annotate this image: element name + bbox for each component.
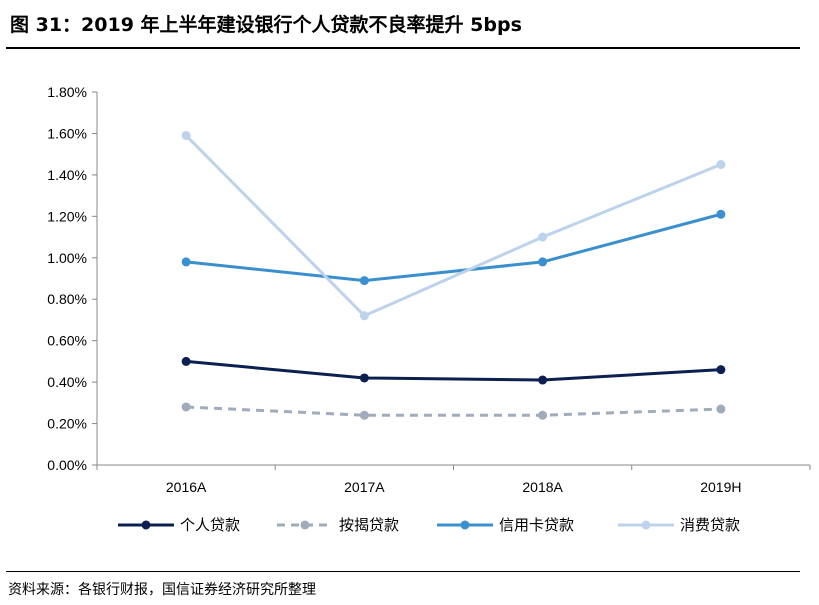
y-tick-label: 1.60% <box>47 125 87 141</box>
source-note: 资料来源：各银行财报，国信证券经济研究所整理 <box>8 582 316 598</box>
title-divider <box>6 47 800 49</box>
legend-item: 消费贷款 <box>618 516 740 534</box>
legend-label: 按揭贷款 <box>339 516 399 534</box>
legend-label: 个人贷款 <box>180 516 240 534</box>
series-line <box>185 134 722 318</box>
x-tick-label: 2019H <box>700 479 741 495</box>
source-divider <box>6 571 800 572</box>
legend-item: 个人贷款 <box>118 516 240 534</box>
chart-axes: 0.00% 0.20% 0.40% 0.60% 0.80% 1.00% 1.20% 1.40%… <box>47 84 811 495</box>
legend-swatch-marker <box>460 520 470 530</box>
series-line <box>186 405 721 417</box>
legend-item: 信用卡贷款 <box>437 516 574 534</box>
series-group <box>181 131 726 321</box>
data-point <box>181 131 191 141</box>
y-tick-label: 1.40% <box>47 167 87 183</box>
series-group <box>181 402 726 420</box>
data-point <box>716 209 726 219</box>
chart-title: 图 31：2019 年上半年建设银行个人贷款不良率提升 5bps <box>10 14 522 36</box>
data-point <box>359 311 369 321</box>
data-point <box>538 232 548 242</box>
data-point <box>538 375 548 385</box>
line-chart: 0.00% 0.20% 0.40% 0.60% 0.80% 1.00% 1.20% 1.40%… <box>47 84 811 534</box>
legend-swatch-marker <box>641 520 651 530</box>
data-point <box>716 404 726 414</box>
legend-label: 消费贷款 <box>680 516 740 534</box>
data-point <box>181 402 191 412</box>
data-point <box>359 373 369 383</box>
y-tick-label: 0.20% <box>47 416 87 432</box>
data-point <box>359 276 369 286</box>
chart-series <box>181 131 726 420</box>
data-point <box>538 257 548 267</box>
y-tick-label: 1.20% <box>47 208 87 224</box>
data-point <box>716 160 726 170</box>
y-tick-label: 0.80% <box>47 291 87 307</box>
data-point <box>359 410 369 420</box>
y-tick-label: 1.80% <box>47 84 87 100</box>
data-point <box>181 356 191 366</box>
legend-swatch-marker <box>141 520 151 530</box>
series-line <box>185 212 722 283</box>
series-group <box>181 356 726 385</box>
series-group <box>181 209 726 286</box>
y-tick-label: 0.60% <box>47 333 87 349</box>
y-tick-label: 0.00% <box>47 457 87 473</box>
data-point <box>716 365 726 375</box>
data-point <box>181 257 191 267</box>
legend-label: 信用卡贷款 <box>499 516 574 534</box>
x-tick-label: 2018A <box>522 479 563 495</box>
y-tick-label: 0.40% <box>47 374 87 390</box>
chart-legend: 个人贷款 按揭贷款 信用卡贷款 消费贷款 <box>118 516 740 534</box>
legend-item: 按揭贷款 <box>277 516 399 534</box>
x-tick-label: 2016A <box>166 479 207 495</box>
data-point <box>538 410 548 420</box>
series-line <box>185 359 721 382</box>
legend-swatch-marker <box>300 520 310 530</box>
x-tick-label: 2017A <box>344 479 385 495</box>
y-tick-label: 1.00% <box>47 250 87 266</box>
